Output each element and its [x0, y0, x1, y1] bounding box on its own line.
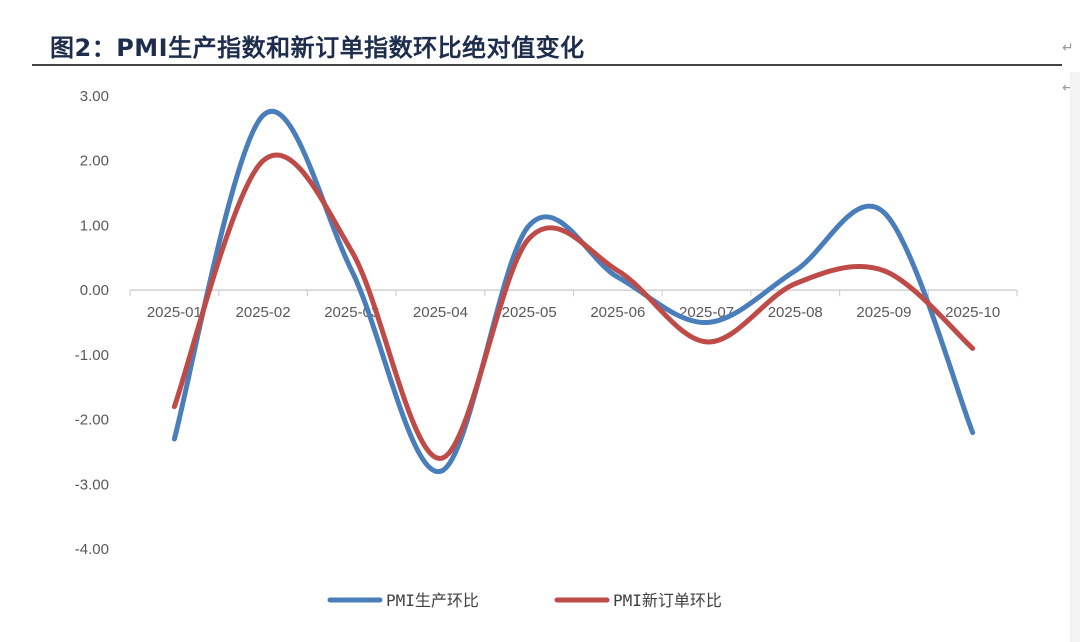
y-tick-label: 0.00	[80, 282, 109, 299]
x-tick-label: 2025-01	[147, 304, 202, 321]
y-tick-label: -1.00	[75, 347, 109, 364]
x-tick-label: 2025-07	[679, 304, 734, 321]
y-tick-label: -4.00	[75, 541, 109, 558]
series-layer	[171, 109, 976, 474]
y-tick-label: 1.00	[80, 217, 109, 234]
legend: PMI生产环比 PMI新订单环比	[327, 591, 722, 610]
paragraph-return-icon: ↵	[1062, 80, 1074, 96]
x-tick-label: 2025-05	[502, 304, 557, 321]
data-point	[616, 269, 620, 273]
x-tick-label: 2025-10	[945, 304, 1000, 321]
data-point	[793, 269, 797, 273]
data-point	[793, 282, 797, 286]
data-point	[882, 210, 886, 214]
data-point	[527, 236, 531, 240]
paragraph-return-icon: ↵	[1062, 40, 1074, 56]
x-tick-label: 2025-08	[768, 304, 823, 321]
data-point	[172, 405, 176, 409]
data-point	[705, 321, 709, 325]
series-line-2	[171, 152, 976, 461]
y-tick-label: 3.00	[80, 88, 109, 105]
data-point	[261, 113, 265, 117]
x-tick-label: 2025-09	[856, 304, 911, 321]
data-point	[971, 431, 975, 435]
x-tick-label: 2025-02	[236, 304, 291, 321]
legend-label: PMI生产环比	[386, 591, 479, 610]
data-point	[438, 469, 442, 473]
data-point	[882, 269, 886, 273]
data-point	[616, 275, 620, 279]
data-point	[350, 269, 354, 273]
data-point	[261, 159, 265, 163]
scroll-strip	[1070, 72, 1080, 642]
data-point	[438, 456, 442, 460]
axis-layer: 3.00 2.00 1.00 0.00 -1.00 -2.00 -3.00 -4.00 2025…	[75, 88, 1018, 558]
legend-label: PMI新订单环比	[613, 591, 722, 610]
y-tick-label: -2.00	[75, 412, 109, 429]
x-tick-label: 2025-04	[413, 304, 468, 321]
series-line-1	[171, 109, 976, 474]
title-divider	[32, 64, 1062, 66]
y-tick-label: 2.00	[80, 153, 109, 170]
data-point	[527, 223, 531, 227]
x-tick-label: 2025-06	[590, 304, 645, 321]
y-tick-label: -3.00	[75, 476, 109, 493]
figure-title: 图2：PMI生产指数和新订单指数环比绝对值变化	[50, 34, 585, 62]
data-point	[172, 437, 176, 441]
data-point	[705, 340, 709, 344]
data-point	[971, 346, 975, 350]
data-point	[350, 249, 354, 253]
